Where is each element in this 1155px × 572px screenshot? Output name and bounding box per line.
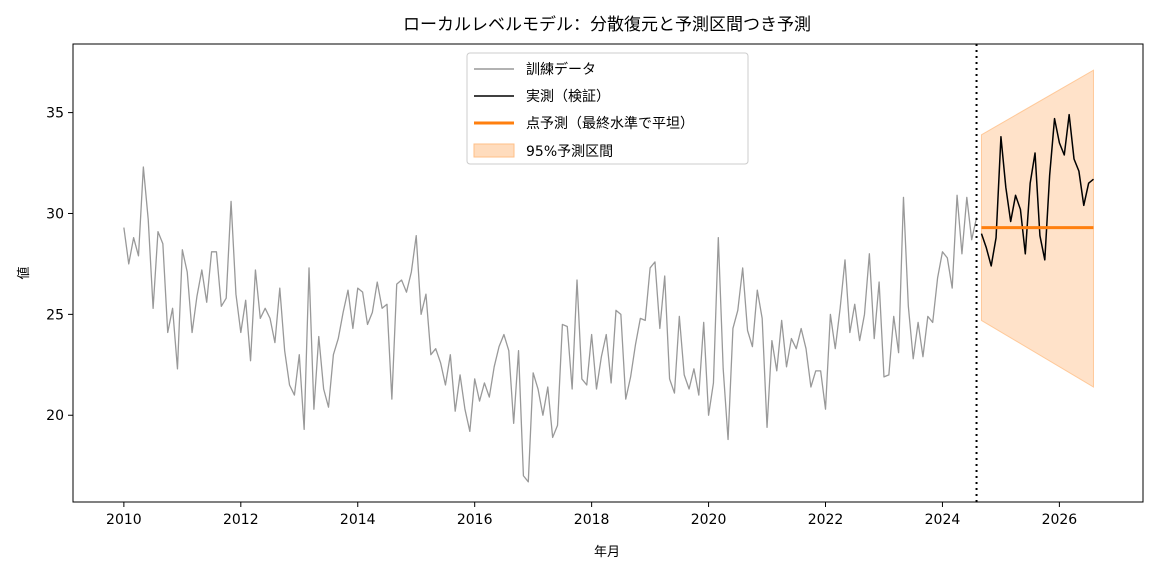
chart-title: ローカルレベルモデル：分散復元と予測区間つき予測 — [403, 14, 811, 35]
y-ticks-layer: 20 25 30 35 — [46, 106, 73, 424]
y-tick-label: 30 — [46, 206, 64, 222]
legend-box — [466, 52, 749, 165]
legend-label-training: 訓練データ — [526, 61, 596, 78]
x-tick-label: 2010 — [106, 512, 142, 528]
x-tick-label: 2026 — [1042, 512, 1078, 528]
actual-validation-line — [980, 113, 1094, 267]
plot-frame — [72, 43, 1144, 503]
legend: 訓練データ 実測（検証） 点予測（最終水準で平坦） 95%予測区間 — [466, 52, 749, 165]
x-tick-label: 2022 — [808, 512, 844, 528]
x-axis-label: 年月 — [594, 545, 620, 560]
x-ticks-layer: 2010 2012 2014 2016 2018 2020 2022 2024 2026 — [106, 502, 1077, 528]
legend-label-forecast: 点予測（最終水準で平坦） — [526, 116, 694, 132]
legend-label-actual: 実測（検証） — [526, 89, 610, 105]
actual-series-layer — [980, 113, 1094, 267]
x-tick-label: 2020 — [691, 512, 727, 528]
y-tick-label: 35 — [46, 106, 64, 122]
x-tick-label: 2012 — [223, 512, 259, 528]
y-tick-label: 25 — [46, 307, 64, 323]
y-tick-label: 20 — [46, 408, 64, 424]
legend-swatch-interval — [473, 143, 515, 158]
training-data-line — [123, 166, 978, 483]
x-tick-label: 2014 — [340, 512, 376, 528]
x-tick-label: 2024 — [925, 512, 961, 528]
training-series-layer — [123, 166, 978, 483]
y-axis-label: 値 — [16, 266, 32, 279]
x-tick-label: 2018 — [574, 512, 610, 528]
x-tick-label: 2016 — [457, 512, 493, 528]
legend-label-interval: 95%予測区間 — [526, 144, 613, 160]
